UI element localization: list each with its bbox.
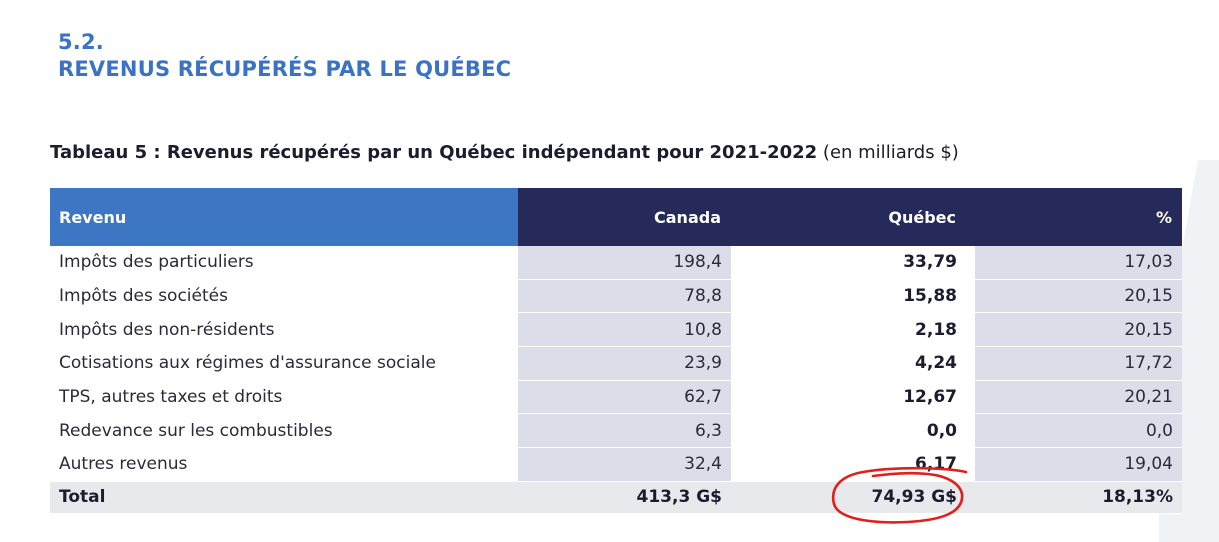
row-canada: 78,8 xyxy=(518,279,731,314)
row-label: Impôts des particuliers xyxy=(50,246,518,280)
row-label: Cotisations aux régimes d'assurance soci… xyxy=(50,347,518,381)
row-canada: 6,3 xyxy=(518,414,731,449)
row-quebec: 33,79 xyxy=(747,246,966,280)
row-quebec: 15,88 xyxy=(747,280,966,314)
row-quebec: 0,0 xyxy=(747,414,966,449)
row-quebec: 4,24 xyxy=(747,347,966,381)
row-canada: 10,8 xyxy=(518,313,731,348)
table-row: Impôts des non-résidents 10,8 2,18 20,15 xyxy=(50,313,1182,348)
row-percent: 20,15 xyxy=(975,279,1182,314)
section-title: REVENUS RÉCUPÉRÉS PAR LE QUÉBEC xyxy=(58,57,512,81)
header-gap xyxy=(731,188,747,246)
total-label: Total xyxy=(50,481,518,514)
row-label: TPS, autres taxes et droits xyxy=(50,381,518,415)
header-quebec: Québec xyxy=(747,188,966,246)
row-percent: 20,21 xyxy=(975,380,1182,415)
row-percent: 17,03 xyxy=(975,246,1182,280)
table-row: Redevance sur les combustibles 6,3 0,0 0… xyxy=(50,414,1182,449)
total-quebec: 74,93 G$ xyxy=(747,481,966,514)
caption-title: Tableau 5 : Revenus récupérés par un Qué… xyxy=(50,142,818,163)
table-row: Autres revenus 32,4 6,17 19,04 xyxy=(50,448,1182,482)
row-label: Impôts des sociétés xyxy=(50,280,518,314)
table-row: Cotisations aux régimes d'assurance soci… xyxy=(50,347,1182,381)
row-canada: 23,9 xyxy=(518,347,731,381)
header-canada: Canada xyxy=(518,188,731,246)
header-revenu: Revenu xyxy=(50,188,518,246)
row-label: Autres revenus xyxy=(50,448,518,482)
row-label: Redevance sur les combustibles xyxy=(50,414,518,449)
header-percent: % xyxy=(975,188,1182,246)
row-canada: 32,4 xyxy=(518,448,731,482)
header-gap xyxy=(966,188,975,246)
total-canada: 413,3 G$ xyxy=(518,481,731,514)
revenue-table: Revenu Canada Québec % Impôts des partic… xyxy=(50,188,1182,514)
row-quebec: 2,18 xyxy=(747,313,966,348)
row-canada: 198,4 xyxy=(518,246,731,280)
table-caption: Tableau 5 : Revenus récupérés par un Qué… xyxy=(50,142,959,163)
caption-unit: (en milliards $) xyxy=(817,142,959,163)
row-canada: 62,7 xyxy=(518,380,731,415)
row-percent: 19,04 xyxy=(975,448,1182,482)
row-percent: 17,72 xyxy=(975,347,1182,381)
row-percent: 0,0 xyxy=(975,414,1182,449)
total-percent: 18,13% xyxy=(975,481,1182,514)
table-header-row: Revenu Canada Québec % xyxy=(50,188,1182,246)
row-quebec: 6,17 xyxy=(747,448,966,482)
table-row: Impôts des particuliers 198,4 33,79 17,0… xyxy=(50,246,1182,280)
section-number: 5.2. xyxy=(58,30,104,54)
row-label: Impôts des non-résidents xyxy=(50,313,518,348)
row-percent: 20,15 xyxy=(975,313,1182,348)
table-row: Impôts des sociétés 78,8 15,88 20,15 xyxy=(50,279,1182,314)
table-total-row: Total 413,3 G$ 74,93 G$ 18,13% xyxy=(50,481,1182,514)
table-row: TPS, autres taxes et droits 62,7 12,67 2… xyxy=(50,380,1182,415)
row-quebec: 12,67 xyxy=(747,381,966,415)
